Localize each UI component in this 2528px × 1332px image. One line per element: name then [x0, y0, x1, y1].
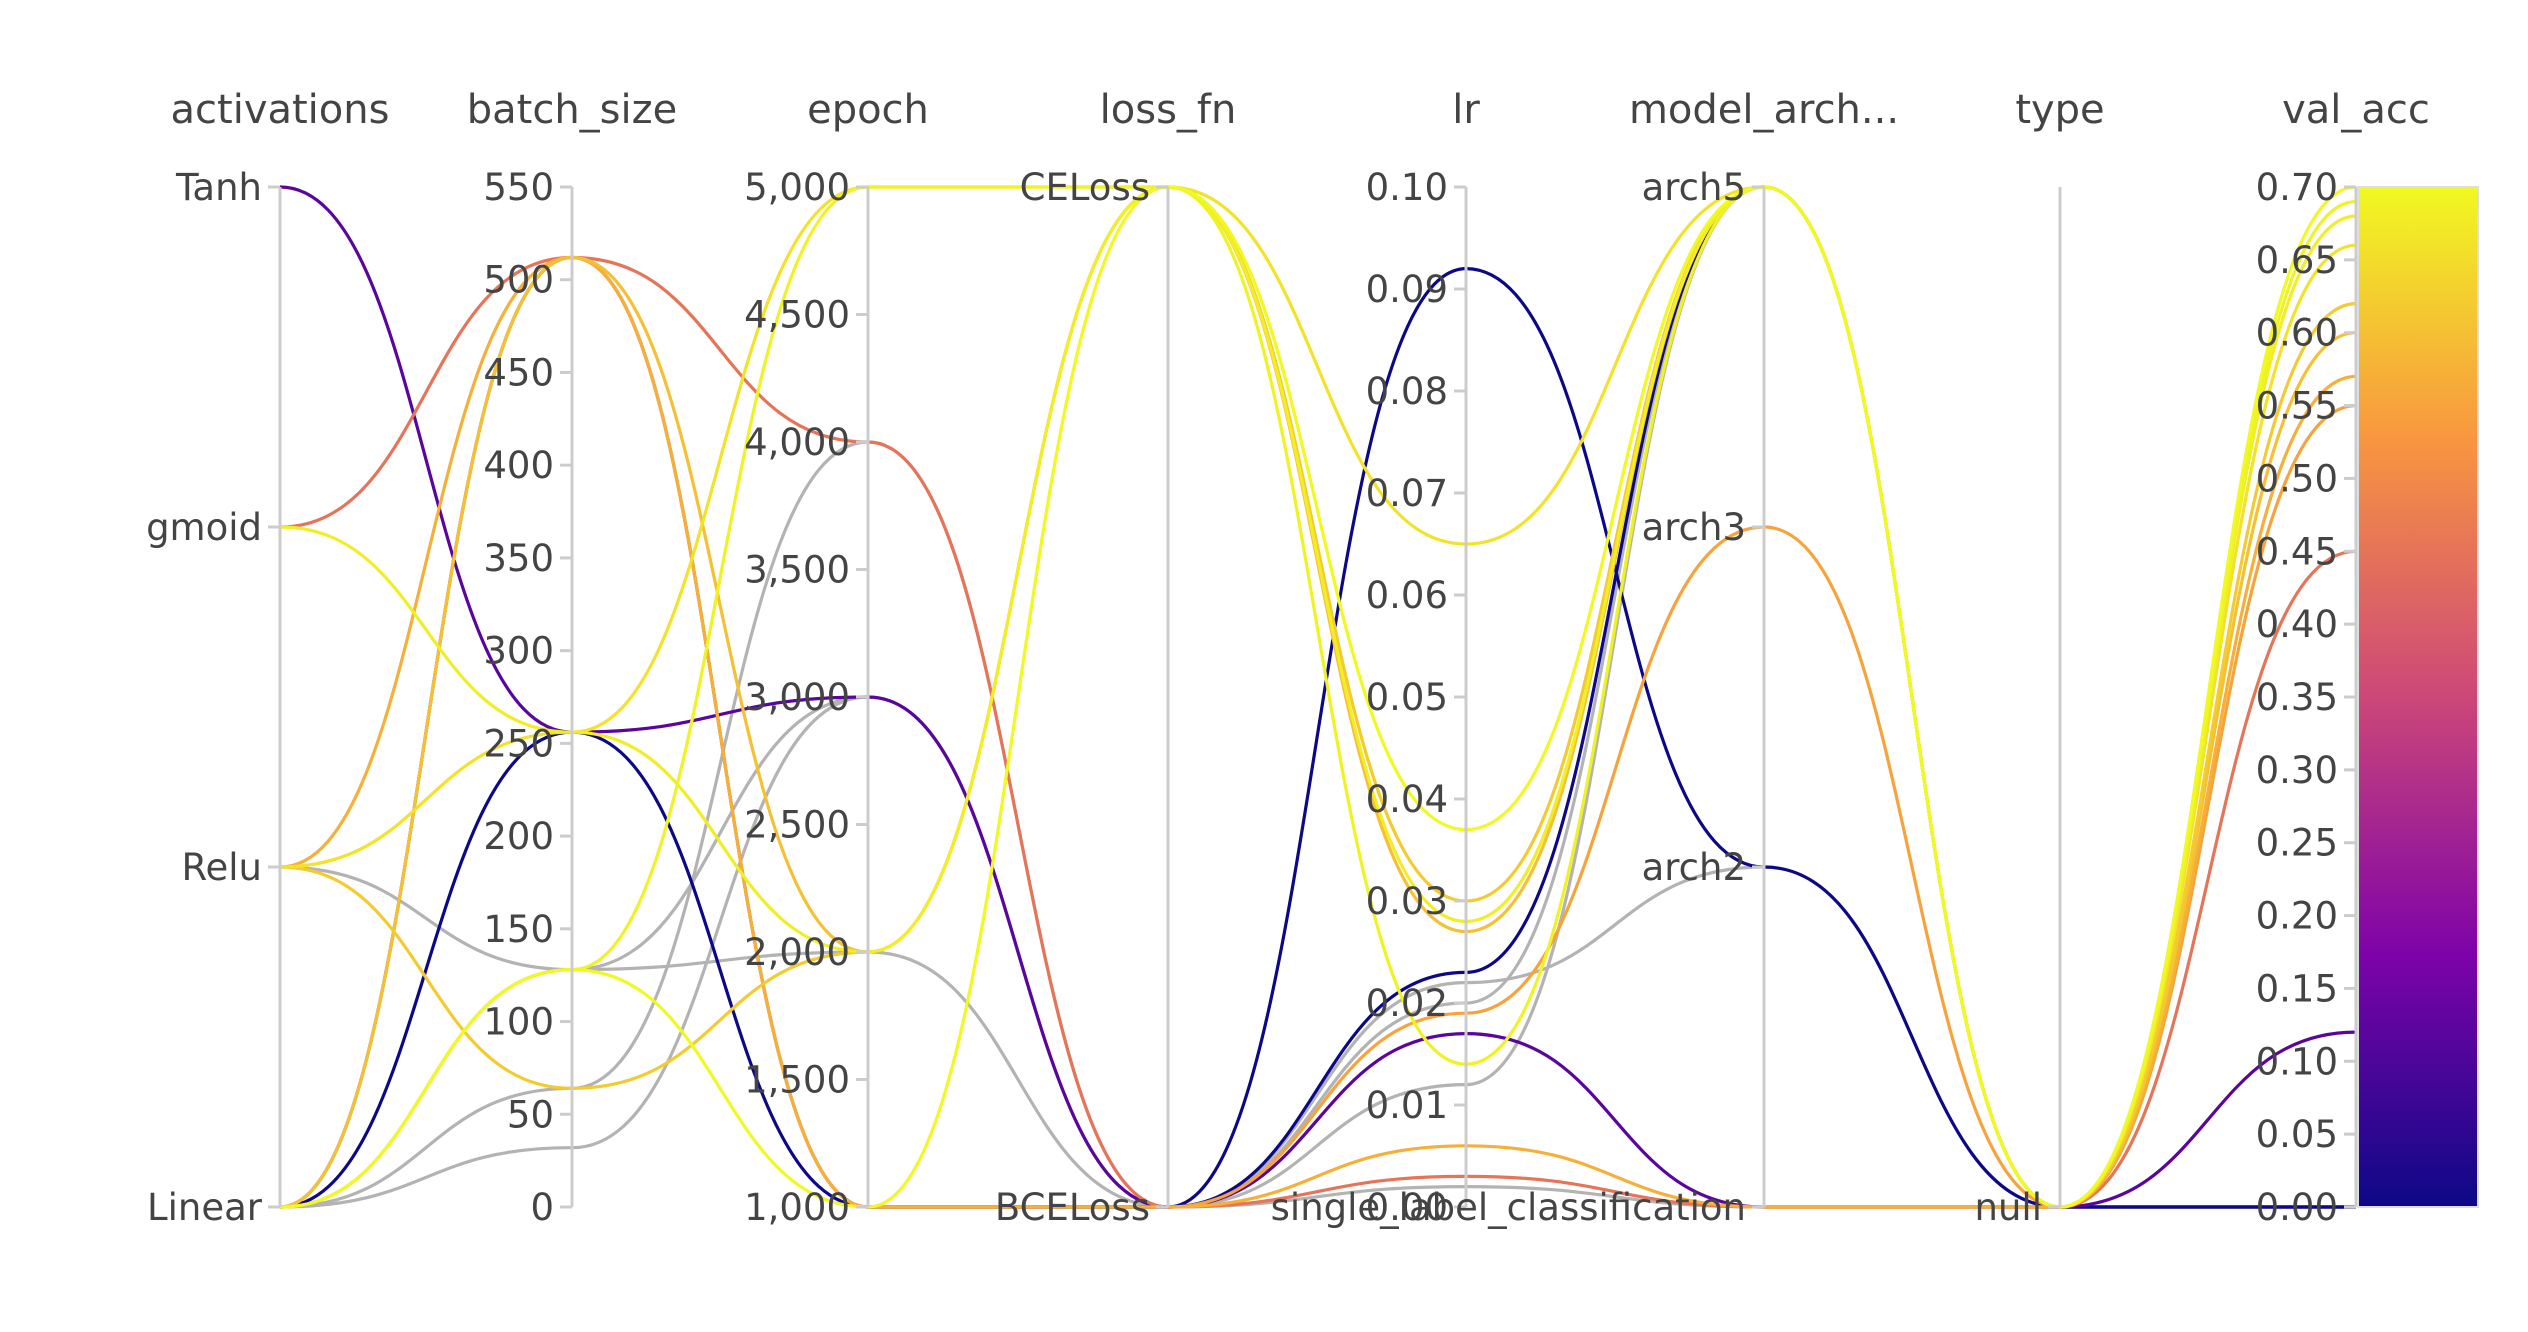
tick-label-loss_fn-0: BCELoss	[995, 1186, 1150, 1229]
tick-label-activations-0: Linear	[147, 1186, 263, 1229]
tick-label-batch_size-4: 200	[483, 815, 554, 858]
axis-epoch[interactable]: epoch 1,000 1,500 2,000 2,500 3,000 3,500 4,000…	[744, 87, 929, 1229]
run-line-2[interactable]	[279, 185, 2357, 1209]
axis-lr[interactable]: lr 0.00 0.01 0.02 0.03 0.04 0.05 0.06 0.07 0.08 0.…	[1366, 87, 1481, 1229]
tick-label-lr-2: 0.02	[1366, 982, 1448, 1025]
tick-label-val_acc-3: 0.15	[2256, 967, 2338, 1010]
tick-label-batch_size-1: 50	[507, 1093, 554, 1136]
run-line-15[interactable]	[279, 695, 2356, 1209]
run-line-12[interactable]	[279, 865, 2356, 1209]
tick-label-batch_size-10: 500	[483, 259, 554, 302]
axis-title-lr[interactable]: lr	[1452, 87, 1480, 133]
tick-label-batch_size-7: 350	[483, 537, 554, 580]
axis-title-activations[interactable]: activations	[171, 87, 390, 133]
tick-label-epoch-4: 3,000	[744, 676, 850, 719]
tick-label-epoch-2: 2,000	[744, 931, 850, 974]
tick-label-val_acc-10: 0.50	[2256, 457, 2338, 500]
run-line-4[interactable]	[279, 185, 2357, 1209]
tick-label-val_acc-4: 0.20	[2256, 895, 2338, 938]
val-acc-colorbar	[2357, 186, 2479, 1208]
tick-label-val_acc-5: 0.25	[2256, 822, 2338, 865]
tick-label-batch_size-8: 400	[483, 444, 554, 487]
tick-label-lr-0: 0.00	[1366, 1186, 1448, 1229]
tick-label-batch_size-6: 300	[483, 630, 554, 673]
tick-label-model_arch-3: arch5	[1642, 166, 1746, 209]
axis-title-model_arch[interactable]: model_arch...	[1629, 87, 1899, 133]
tick-label-activations-2: gmoid	[146, 506, 262, 549]
tick-label-lr-1: 0.01	[1366, 1084, 1448, 1127]
tick-label-val_acc-0: 0.00	[2256, 1186, 2338, 1229]
run-line-0[interactable]	[279, 185, 2357, 1209]
tick-label-val_acc-2: 0.10	[2256, 1040, 2338, 1083]
tick-label-lr-10: 0.10	[1366, 166, 1448, 209]
axis-activations[interactable]: activations Linear Relu gmoid Tanh	[146, 87, 389, 1229]
tick-label-model_arch-2: arch3	[1642, 506, 1746, 549]
colorbar-layer	[2357, 186, 2479, 1208]
tick-label-lr-8: 0.08	[1366, 370, 1448, 413]
tick-label-val_acc-12: 0.60	[2256, 312, 2338, 355]
tick-label-val_acc-7: 0.35	[2256, 676, 2338, 719]
tick-label-lr-5: 0.05	[1366, 676, 1448, 719]
tick-label-epoch-8: 5,000	[744, 166, 850, 209]
tick-label-batch_size-11: 550	[483, 166, 554, 209]
run-line-9[interactable]	[279, 185, 2357, 1209]
tick-label-epoch-7: 4,500	[744, 294, 850, 337]
run-line-7[interactable]	[279, 185, 2356, 1209]
axis-model_arch[interactable]: model_arch... single_label_classification…	[1271, 87, 1899, 1229]
tick-label-activations-1: Relu	[181, 846, 262, 889]
tick-label-model_arch-1: arch2	[1642, 846, 1746, 889]
tick-label-batch_size-0: 0	[530, 1186, 554, 1229]
tick-label-epoch-1: 1,500	[744, 1059, 850, 1102]
tick-label-epoch-3: 2,500	[744, 804, 850, 847]
tick-label-lr-3: 0.03	[1366, 880, 1448, 923]
tick-label-epoch-5: 3,500	[744, 549, 850, 592]
axis-title-loss_fn[interactable]: loss_fn	[1100, 87, 1237, 133]
axis-title-type[interactable]: type	[2015, 87, 2104, 133]
run-line-10[interactable]	[279, 185, 2357, 1209]
axis-title-batch_size[interactable]: batch_size	[467, 87, 678, 133]
run-line-8[interactable]	[279, 185, 2357, 1209]
run-line-5[interactable]	[279, 185, 2357, 1209]
tick-label-val_acc-13: 0.65	[2256, 239, 2338, 282]
tick-label-lr-6: 0.06	[1366, 574, 1448, 617]
tick-label-batch_size-2: 100	[483, 1001, 554, 1044]
tick-label-lr-7: 0.07	[1366, 472, 1448, 515]
axis-type[interactable]: type null	[1975, 87, 2105, 1229]
run-line-14[interactable]	[279, 185, 2356, 1209]
run-line-13[interactable]	[279, 185, 2356, 1209]
tick-label-lr-4: 0.04	[1366, 778, 1448, 821]
axis-val_acc[interactable]: val_acc 0.00 0.05 0.10 0.15 0.20 0.25 0.30 0.35 0…	[2256, 87, 2430, 1229]
tick-label-activations-3: Tanh	[175, 166, 262, 209]
tick-label-type-0: null	[1975, 1186, 2042, 1229]
tick-label-val_acc-8: 0.40	[2256, 603, 2338, 646]
axis-loss_fn[interactable]: loss_fn BCELoss CELoss	[995, 87, 1236, 1229]
tick-label-epoch-6: 4,000	[744, 421, 850, 464]
axis-title-epoch[interactable]: epoch	[807, 87, 929, 133]
tick-label-lr-9: 0.09	[1366, 268, 1448, 311]
tick-label-val_acc-9: 0.45	[2256, 530, 2338, 573]
tick-label-batch_size-3: 150	[483, 908, 554, 951]
tick-label-batch_size-5: 250	[483, 722, 554, 765]
tick-label-val_acc-1: 0.05	[2256, 1113, 2338, 1156]
tick-label-val_acc-11: 0.55	[2256, 385, 2338, 428]
tick-label-epoch-0: 1,000	[744, 1186, 850, 1229]
tick-label-val_acc-6: 0.30	[2256, 749, 2338, 792]
tick-label-val_acc-14: 0.70	[2256, 166, 2338, 209]
tick-label-model_arch-0: single_label_classification	[1271, 1186, 1746, 1229]
tick-label-loss_fn-1: CELoss	[1020, 166, 1150, 209]
axis-title-val_acc[interactable]: val_acc	[2282, 87, 2430, 133]
tick-label-batch_size-9: 450	[483, 351, 554, 394]
run-lines-layer	[279, 185, 2357, 1209]
axes-layer: activations Linear Relu gmoid Tanh batch_size…	[146, 87, 2430, 1229]
axis-batch_size[interactable]: batch_size 0 50 100 150 200 250 300 350 400 450 500…	[467, 87, 678, 1229]
